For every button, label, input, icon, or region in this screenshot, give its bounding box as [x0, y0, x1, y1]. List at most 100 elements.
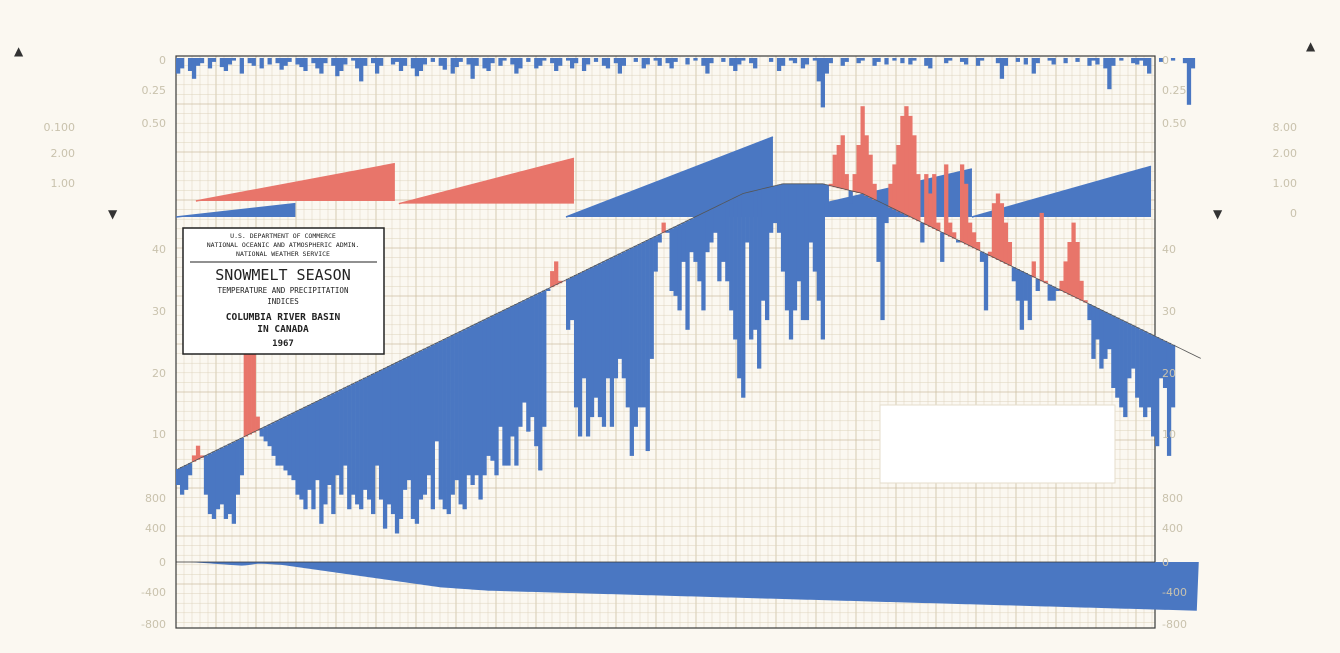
temperature-bar	[1035, 278, 1040, 291]
precip-bar	[374, 58, 380, 74]
precip-bar	[669, 58, 674, 69]
temperature-bar	[195, 445, 201, 460]
temperature-bar	[382, 368, 388, 529]
temperature-bar	[1107, 313, 1112, 350]
precip-bar	[251, 58, 256, 66]
temperature-bar	[1166, 342, 1172, 456]
temperature-bar	[1023, 273, 1028, 301]
precip-bar	[924, 58, 929, 66]
temperature-bar	[709, 209, 714, 243]
precip-bar	[363, 58, 368, 66]
precip-bar	[315, 58, 320, 69]
temperature-bar	[975, 242, 981, 251]
temperature-bar	[1051, 286, 1056, 301]
precip-left-tick: 0.50	[142, 117, 167, 130]
precip-bar	[705, 58, 710, 74]
temperature-bar	[577, 273, 583, 437]
temperature-bar	[430, 344, 435, 510]
temperature-bar	[1079, 280, 1084, 301]
cumulative-right-tick: 8.00	[1273, 121, 1298, 134]
title-box-frame	[182, 227, 385, 355]
temperature-bar	[422, 348, 428, 495]
temperature-panel	[176, 106, 1201, 534]
temperature-bar	[983, 253, 989, 311]
precip-bar	[1135, 58, 1140, 65]
temperature-bar	[729, 199, 734, 311]
temperature-bar	[291, 412, 296, 481]
temperature-bar	[761, 188, 766, 301]
temperature-normal-line	[177, 183, 1201, 470]
temperature-bar	[203, 455, 209, 495]
temperature-bar	[1059, 280, 1064, 291]
precip-bar	[645, 58, 650, 65]
temperature-bar	[474, 323, 479, 476]
precip-bar	[335, 58, 340, 77]
temperature-bar	[876, 201, 881, 262]
temperature-bar	[1075, 242, 1080, 299]
temperature-bar	[1127, 323, 1132, 379]
precip-bar	[569, 58, 575, 69]
precip-bar	[1047, 58, 1052, 61]
accumulated-right-tick: 400	[1162, 522, 1183, 535]
temperature-bar	[681, 222, 686, 262]
right-down-arrow-icon: ▼	[1213, 207, 1223, 221]
precip-bar	[1075, 58, 1080, 62]
temperature-bar	[824, 184, 829, 214]
axis-ticks: 0 0.25 0.50 0 0.25 0.50 0.100 2.00 1.00 8.00 2.00 1…	[44, 54, 1298, 631]
temperature-bar	[581, 271, 587, 379]
temperature-bar	[757, 189, 762, 369]
precip-bar	[422, 58, 428, 65]
precip-bar	[283, 58, 288, 66]
temperature-bar	[347, 385, 352, 510]
temperature-bar	[1135, 327, 1140, 398]
precip-bar	[1091, 58, 1096, 61]
temperature-bar	[733, 197, 738, 340]
precip-bar	[566, 58, 571, 61]
accumulated-left-tick: 400	[145, 522, 166, 535]
precip-bar	[844, 58, 849, 62]
temperature-bar	[717, 205, 722, 282]
temperature-bar	[494, 313, 499, 476]
cumulative-left-tick: 2.00	[51, 147, 76, 160]
temperature-bar	[713, 207, 718, 233]
precip-bar	[1186, 58, 1192, 105]
precip-bar	[538, 58, 543, 66]
agency-line-3: NATIONAL WEATHER SERVICE	[236, 250, 330, 258]
temperature-bar	[840, 135, 845, 190]
temperature-bar	[649, 238, 654, 359]
precip-bar	[275, 58, 280, 64]
left-down-arrow-icon: ▼	[108, 207, 118, 221]
temperature-bar	[526, 298, 531, 432]
precip-bar	[820, 58, 825, 108]
precip-bar	[1103, 58, 1108, 69]
temperature-bar	[498, 311, 503, 427]
precip-bar	[390, 58, 396, 65]
year-label: 1967	[272, 339, 294, 349]
temperature-bar	[916, 174, 921, 222]
precip-bar	[331, 58, 336, 66]
precip-bar	[219, 58, 225, 68]
precip-bar	[657, 58, 662, 66]
precip-bar	[768, 58, 774, 62]
temperature-bar	[514, 304, 519, 466]
temperature-bar	[963, 183, 969, 245]
precip-bar	[247, 58, 252, 64]
temperature-bar	[956, 240, 961, 243]
temperature-bar	[804, 183, 810, 321]
temperature-right-tick: 20	[1162, 367, 1176, 380]
precip-bar	[474, 58, 479, 66]
precip-bar	[502, 58, 507, 61]
temperature-bar	[546, 288, 551, 291]
precip-bar	[518, 58, 523, 69]
cumulative-line	[195, 162, 396, 202]
temperature-bar	[355, 381, 360, 505]
precip-bar	[1170, 58, 1176, 61]
precip-bar	[343, 58, 348, 65]
temperature-bar	[605, 259, 611, 379]
accumulated-left-tick: -800	[141, 618, 166, 631]
temperature-bar	[601, 261, 607, 427]
precip-bar	[800, 58, 806, 69]
temperature-bar	[470, 325, 475, 485]
precip-bar	[207, 58, 213, 69]
precip-bar	[1158, 58, 1164, 62]
